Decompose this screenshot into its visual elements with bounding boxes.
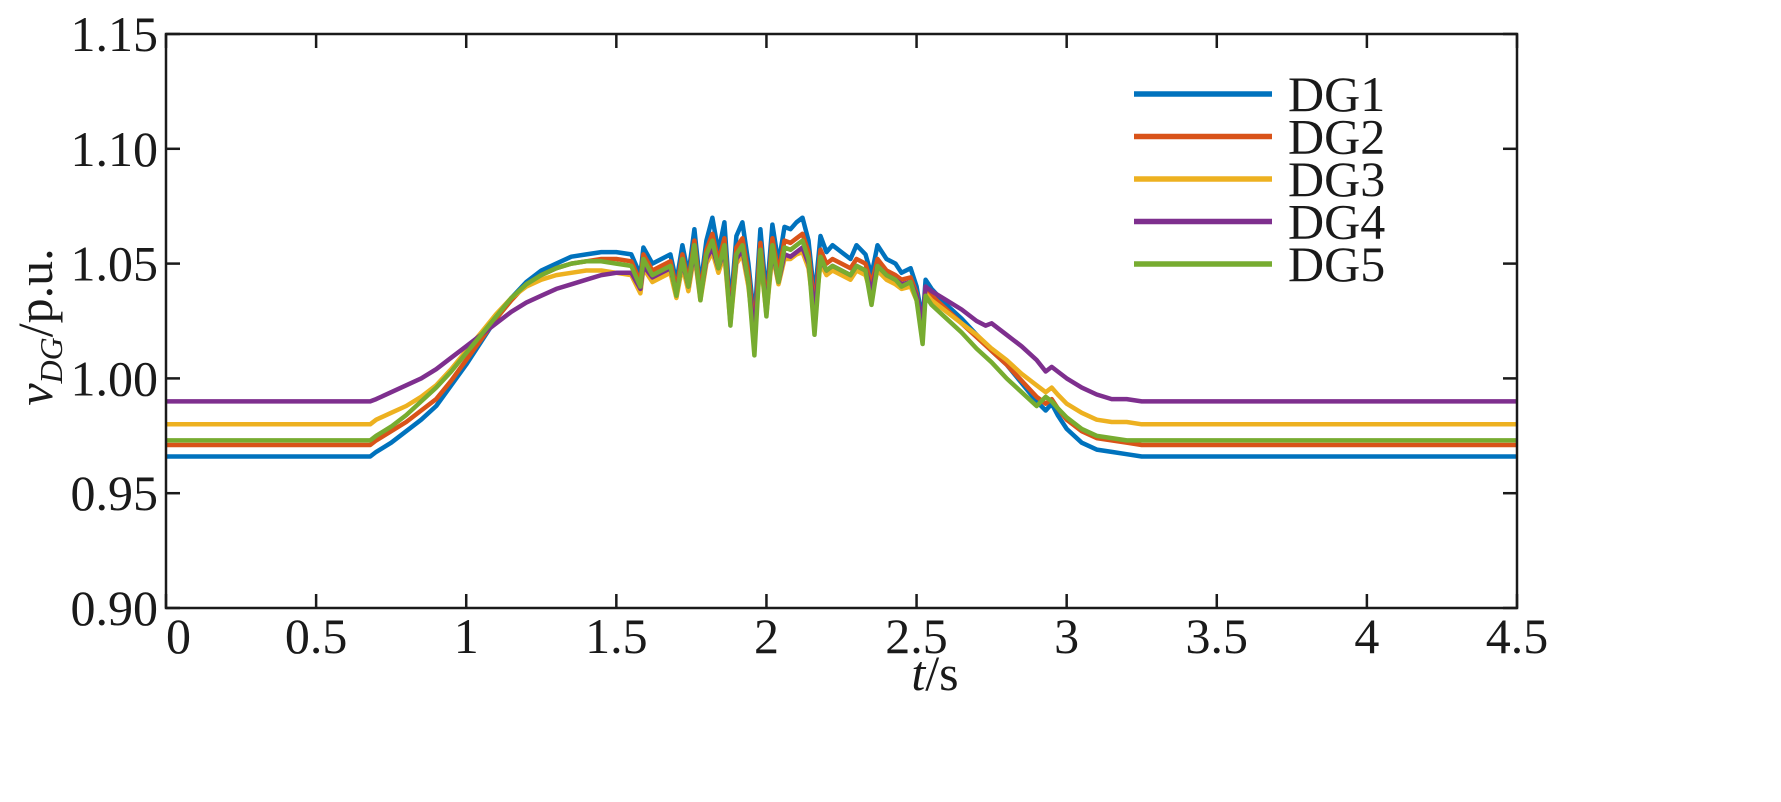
x-tick-label: 3.5 <box>1186 608 1249 664</box>
legend-label-dg3: DG3 <box>1288 151 1385 207</box>
y-tick-label: 0.95 <box>71 465 159 521</box>
y-tick-label: 1.05 <box>71 236 159 292</box>
series-lines <box>166 215 1517 459</box>
y-tick-label: 0.90 <box>71 580 159 636</box>
y-tick-label: 1.00 <box>71 350 159 406</box>
axis-tick-labels: 0 0.5 1 1.5 2 2.5 3 3.5 4 4.5 0.90 0.95 1.00 1.05 1.10… <box>71 6 1549 664</box>
y-tick-label: 1.15 <box>71 6 159 62</box>
x-tick-label: 3 <box>1054 608 1079 664</box>
plot-area-frame <box>164 32 1519 610</box>
x-tick-label: 4.5 <box>1486 608 1549 664</box>
x-tick-label: 1.5 <box>585 608 648 664</box>
legend-label-dg4: DG4 <box>1288 194 1385 250</box>
legend-label-dg2: DG2 <box>1288 109 1385 165</box>
axis-ticks <box>164 32 1519 610</box>
legend-label-dg1: DG1 <box>1288 66 1385 122</box>
x-tick-label: 4 <box>1354 608 1379 664</box>
legend-label-dg5: DG5 <box>1288 236 1385 292</box>
x-tick-label: 2.5 <box>885 608 948 664</box>
x-tick-label: 0 <box>166 608 191 664</box>
x-tick-label: 0.5 <box>285 608 348 664</box>
y-tick-label: 1.10 <box>71 121 159 177</box>
x-tick-label: 1 <box>454 608 479 664</box>
x-axis-title: t/s <box>911 645 958 701</box>
y-axis-title: vDG/p.u. <box>7 248 69 405</box>
series-line-dg5 <box>166 238 1517 443</box>
x-tick-label: 2 <box>754 608 779 664</box>
